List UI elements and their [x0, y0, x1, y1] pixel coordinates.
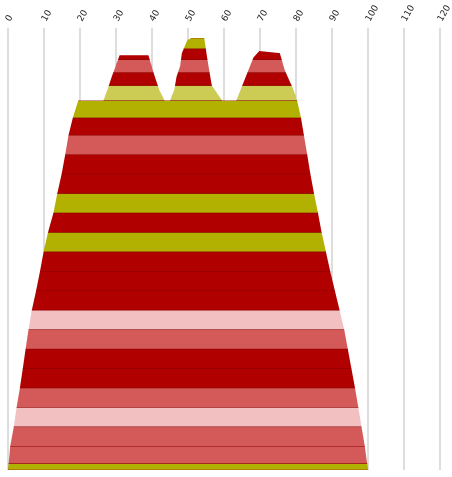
band-13 [8, 212, 368, 233]
band-16 [8, 154, 368, 175]
x-tick-labels: 0 10 20 30 40 50 60 70 80 90 100 110 120 [4, 3, 452, 23]
x-tick-label: 0 [4, 13, 16, 23]
band-3 [8, 407, 368, 428]
band-series [8, 38, 368, 470]
band-9 [8, 290, 368, 311]
band-10 [8, 271, 368, 291]
x-tick-label: 110 [400, 3, 417, 23]
band-8 [8, 309, 368, 330]
x-tick-label: 120 [436, 3, 452, 23]
x-tick-label: 10 [40, 8, 55, 23]
x-tick-label: 30 [112, 8, 127, 23]
band-2 [8, 426, 368, 447]
band-18 [8, 117, 368, 136]
x-tick-label: 80 [292, 8, 307, 23]
band-1 [8, 445, 368, 464]
band-17 [8, 134, 368, 155]
x-tick-label: 100 [364, 3, 381, 23]
band-0 [8, 463, 368, 470]
band-11 [8, 251, 368, 272]
band-5 [8, 368, 368, 389]
band-6 [8, 348, 368, 369]
band-19 [8, 100, 368, 119]
x-tick-label: 60 [220, 8, 235, 23]
x-tick-label: 50 [184, 8, 199, 23]
x-tick-label: 90 [328, 8, 343, 23]
band-7 [8, 329, 368, 350]
x-tick-label: 70 [256, 8, 271, 23]
x-tick-label: 20 [76, 8, 91, 23]
x-tick-label: 40 [148, 8, 163, 23]
band-15 [8, 173, 368, 194]
band-4 [8, 387, 368, 408]
band-14 [8, 193, 368, 214]
band-12 [8, 232, 368, 253]
